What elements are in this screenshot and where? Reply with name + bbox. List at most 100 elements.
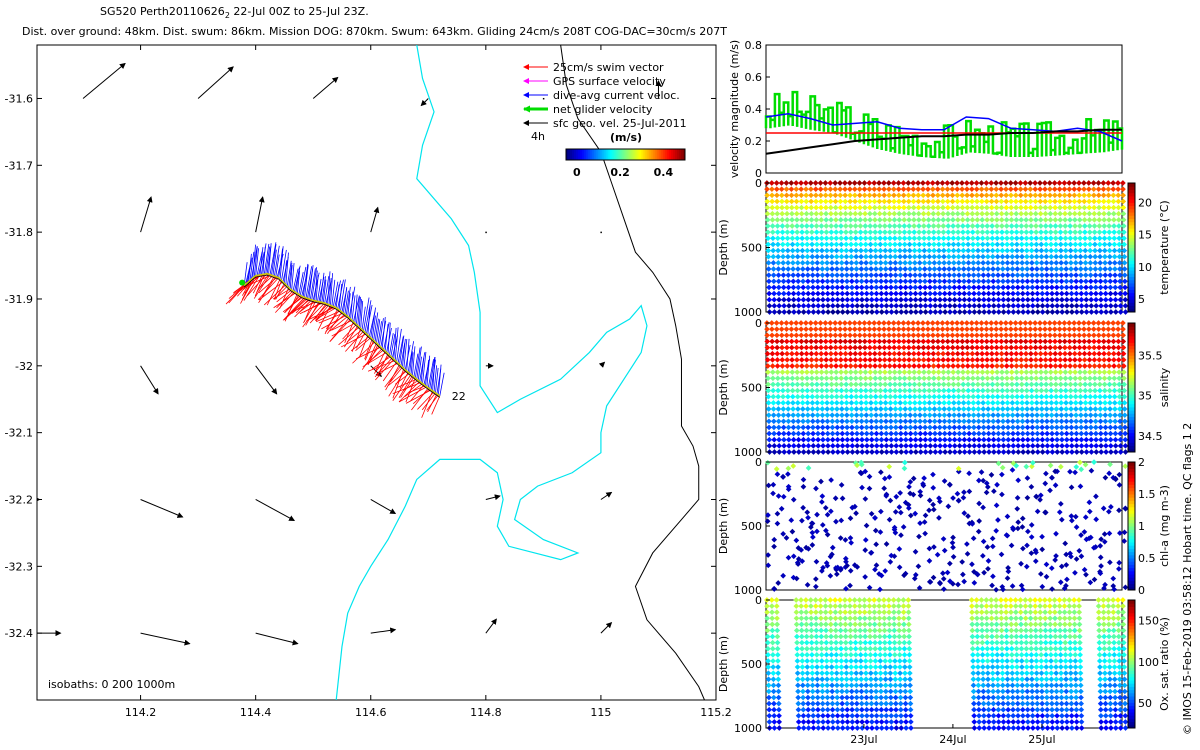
section-point	[766, 296, 773, 303]
section-point	[820, 303, 826, 309]
swim-vector	[389, 366, 403, 383]
section-point	[858, 260, 865, 266]
section-point	[833, 247, 840, 254]
geo-velocity-arrow	[140, 499, 184, 518]
series-net-glider-velocity	[764, 90, 1124, 159]
dac-vector	[295, 267, 300, 293]
colorbar-cell	[569, 149, 573, 160]
section-point	[781, 296, 787, 303]
section-point	[863, 260, 869, 266]
dive-avg-current-vectors	[243, 242, 445, 396]
section-point	[868, 290, 875, 297]
section-point	[765, 266, 772, 272]
section-point	[847, 229, 854, 235]
map-ytick-label: -32.4	[5, 627, 33, 640]
dac-vector	[253, 246, 258, 277]
section-point	[764, 192, 770, 199]
legend-label-dac: dive-avg current veloc.	[553, 89, 680, 102]
section-point	[805, 309, 812, 315]
section-point	[800, 278, 806, 285]
section-point	[872, 217, 878, 223]
section-point	[838, 235, 845, 242]
section-point	[837, 210, 844, 217]
section-point	[866, 204, 873, 211]
geo-velocity-arrow	[370, 206, 380, 233]
section-point	[822, 198, 829, 205]
section-colorbar-cell	[1128, 329, 1135, 334]
section-point	[814, 266, 821, 272]
section-point	[818, 235, 825, 242]
dac-vector	[311, 267, 318, 300]
section-point	[843, 266, 850, 272]
section-point	[827, 198, 834, 205]
dac-vector	[284, 260, 287, 284]
section-point	[844, 309, 851, 315]
map-ytick-label: -31.8	[5, 226, 33, 239]
section-point	[869, 303, 875, 309]
series-geo-velocity	[765, 128, 1122, 155]
dac-vector	[315, 275, 319, 302]
section-point	[823, 204, 829, 211]
isobath-200m	[335, 45, 648, 700]
section-point	[839, 284, 846, 291]
geo-velocity-arrow	[197, 66, 234, 99]
dac-vector	[397, 336, 404, 364]
swim-vector	[340, 333, 367, 348]
section-point	[827, 186, 834, 192]
section-point	[805, 303, 812, 309]
section-point	[793, 180, 799, 186]
section-point	[809, 260, 816, 266]
colorbar-cell	[597, 149, 601, 160]
section-colorbar-cell	[1128, 326, 1135, 330]
section-colorbar-cell	[1128, 510, 1135, 514]
section-point	[832, 198, 839, 205]
section-point	[790, 272, 797, 278]
section-point	[789, 235, 796, 242]
section-colorbar-cell	[1128, 497, 1135, 501]
dac-vector	[413, 353, 419, 377]
colorbar-cell	[617, 149, 621, 160]
section-point	[793, 210, 800, 217]
section-point	[829, 266, 835, 272]
colorbar-cell	[589, 149, 593, 160]
dac-vector	[291, 262, 295, 290]
map-xtick-label: 115	[590, 706, 611, 719]
section-colorbar-cell	[1128, 323, 1135, 327]
section-point	[849, 284, 855, 291]
section-point	[869, 309, 875, 315]
section-point	[857, 223, 864, 229]
section-point	[765, 247, 772, 254]
section-colorbar-cell	[1128, 471, 1135, 476]
section-point	[868, 272, 875, 278]
swim-vector	[282, 296, 304, 313]
section-point	[809, 235, 815, 242]
section-point	[795, 266, 801, 272]
section-colorbar-cell	[1128, 538, 1135, 543]
section-point	[779, 223, 786, 229]
section-point	[810, 284, 816, 291]
map-ytick-label: -31.6	[5, 92, 33, 105]
section-colorbar-cell	[1128, 205, 1135, 210]
swim-vector	[243, 274, 261, 301]
colorbar-cell	[655, 149, 658, 160]
section-colorbar-cell	[1128, 305, 1135, 310]
section-point	[857, 198, 863, 205]
section-point	[832, 192, 839, 199]
dac-vector	[390, 334, 396, 357]
section-point	[862, 229, 869, 235]
section-point	[790, 290, 797, 297]
swim-vector	[302, 301, 321, 328]
swim-vector	[266, 278, 281, 306]
section-point	[764, 210, 771, 217]
section-point	[808, 204, 815, 211]
section-point	[833, 217, 839, 223]
section-point	[872, 235, 879, 242]
dac-vector	[338, 283, 343, 310]
section-point	[818, 210, 824, 217]
section-point	[769, 198, 775, 205]
colorbar-cell	[645, 149, 648, 160]
section-colorbar-cell	[1128, 516, 1135, 521]
dac-vector	[354, 294, 358, 324]
dac-vector	[304, 264, 309, 298]
map-xtick-label: 114.8	[470, 706, 502, 719]
